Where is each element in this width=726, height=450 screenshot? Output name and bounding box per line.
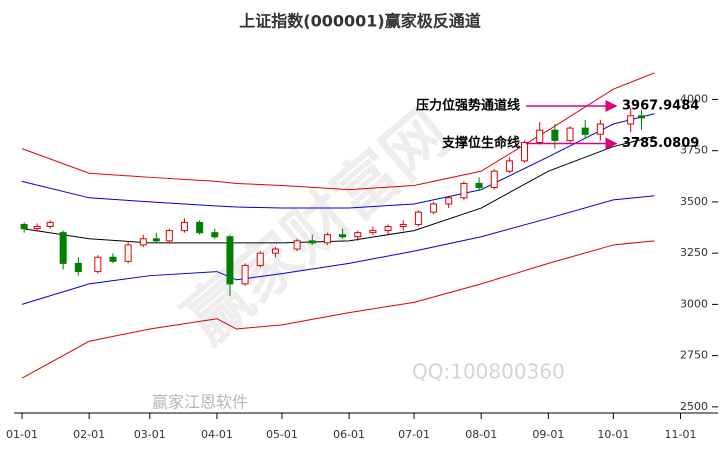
candle-body [399, 223, 407, 227]
y-tick-label: 4000 [680, 92, 708, 105]
annotation-text: 支撑位生命线 [441, 135, 520, 151]
candle-body [354, 232, 362, 238]
candle-body [46, 221, 54, 227]
candle-body [414, 211, 422, 225]
candle-body [369, 230, 377, 234]
band-line [21, 195, 655, 305]
candle-body [566, 127, 574, 141]
candle-body [521, 141, 529, 162]
candle-body [20, 223, 28, 230]
candle-body [180, 221, 188, 232]
y-tick-label: 3250 [680, 246, 708, 259]
y-tick-label: 2500 [680, 400, 708, 413]
candle-body [308, 240, 316, 244]
candle-body [596, 123, 604, 135]
x-tick-label: 11-01 [665, 428, 697, 441]
candle-body [460, 182, 468, 199]
band-line [21, 240, 655, 379]
candle-body [94, 256, 102, 273]
candle-body [196, 221, 204, 234]
candle-body [536, 129, 544, 143]
x-tick-label: 07-01 [398, 428, 430, 441]
annotation-value: 3967.9484 [622, 99, 699, 114]
y-tick-label: 3500 [680, 195, 708, 208]
x-tick-label: 04-01 [201, 428, 233, 441]
y-tick-label: 2750 [680, 349, 708, 362]
candle-body [323, 234, 331, 244]
x-tick-label: 06-01 [333, 428, 365, 441]
candle-body [74, 262, 82, 273]
candle-body [226, 236, 234, 285]
y-tick-label: 3000 [680, 297, 708, 310]
band-line [21, 72, 655, 191]
candle-body [271, 248, 279, 254]
y-tick-label: 3750 [680, 144, 708, 157]
candle-body [505, 160, 513, 172]
candle-body [139, 238, 147, 246]
candle-body [124, 244, 132, 262]
x-tick-label: 10-01 [597, 428, 629, 441]
candle-body [211, 232, 219, 238]
candle-body [490, 170, 498, 189]
annotation-text: 压力位强势通道线 [416, 98, 520, 114]
x-tick-label: 03-01 [134, 428, 166, 441]
candle-body [430, 203, 438, 213]
x-tick-label: 01-01 [6, 428, 38, 441]
candle-body [339, 234, 347, 238]
candle-body [627, 115, 635, 125]
candle-body [475, 182, 483, 189]
candle-body [241, 264, 249, 285]
candle-body [293, 240, 301, 250]
x-tick-label: 05-01 [266, 428, 298, 441]
candle-body [59, 232, 67, 264]
candle-body [152, 238, 160, 242]
x-tick-label: 02-01 [73, 428, 105, 441]
candle-body [445, 197, 453, 205]
x-tick-label: 08-01 [465, 428, 497, 441]
watermark: QQ:100800360 [412, 360, 565, 384]
candle-body [638, 115, 646, 119]
candle-body [165, 230, 173, 242]
candle-body [256, 252, 264, 266]
candle-body [109, 256, 117, 262]
watermark: 赢家江恩软件 [152, 393, 248, 412]
chart-title: 上证指数(000001)赢家极反通道 [239, 12, 480, 31]
x-tick-label: 09-01 [532, 428, 564, 441]
candle-body [581, 127, 589, 135]
band-line [21, 113, 655, 209]
annotation-value: 3785.0809 [622, 136, 699, 151]
candle-body [384, 226, 392, 232]
candle-body [33, 226, 41, 230]
candle-body [551, 129, 559, 141]
